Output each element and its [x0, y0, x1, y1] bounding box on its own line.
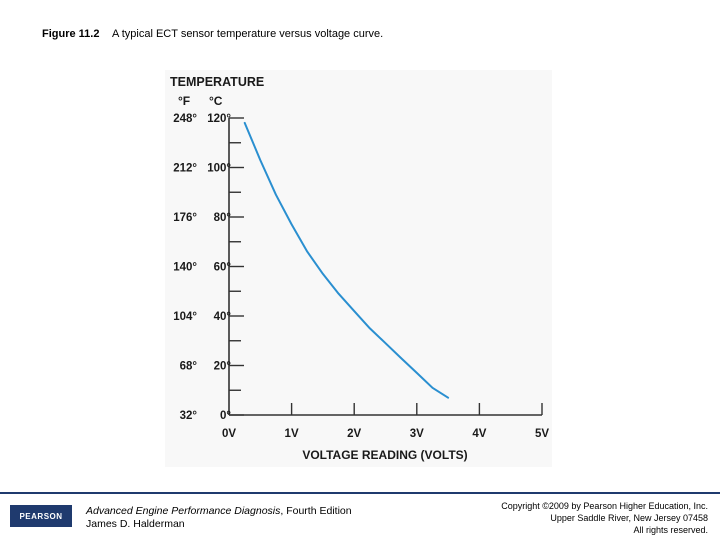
- y-tick-label-c: 80°: [214, 212, 232, 224]
- y-tick-label-f: 32°: [180, 410, 198, 422]
- copyright-line-1: Copyright ©2009 by Pearson Higher Educat…: [501, 501, 708, 511]
- y-tick-label-c: 0°: [220, 410, 231, 422]
- figure-number: Figure 11.2: [42, 28, 100, 40]
- chart-series: [243, 121, 450, 399]
- pearson-logo: PEARSON: [10, 505, 72, 527]
- chart-axes: 248° 120° 212° 100° 176° 80° 140° 60° 104° 40° 68°…: [173, 113, 549, 440]
- y-tick-label-c: 20°: [214, 361, 232, 373]
- x-tick-label: 3V: [410, 428, 424, 440]
- y-tick-label-c: 100°: [207, 163, 231, 175]
- y-tick-label-f: 68°: [180, 361, 198, 373]
- x-tick-label: 4V: [472, 428, 486, 440]
- y-tick-label-c: 40°: [214, 311, 232, 323]
- book-info: Advanced Engine Performance Diagnosis, F…: [86, 505, 352, 531]
- copyright-line-2: Upper Saddle River, New Jersey 07458: [550, 513, 708, 523]
- y-tick-label-f: 248°: [173, 113, 197, 125]
- figure-caption: Figure 11.2 A typical ECT sensor tempera…: [42, 28, 383, 40]
- y-tick-label-f: 176°: [173, 212, 197, 224]
- y-tick-label-f: 140°: [173, 262, 197, 274]
- y-tick-label-c: 60°: [214, 262, 232, 274]
- x-tick-label: 5V: [535, 428, 549, 440]
- book-title: Advanced Engine Performance Diagnosis: [86, 505, 281, 517]
- x-tick-label: 2V: [347, 428, 361, 440]
- y-unit-c: °C: [209, 94, 223, 108]
- book-edition: , Fourth Edition: [280, 505, 352, 517]
- book-author: James D. Halderman: [86, 518, 185, 530]
- y-unit-f: °F: [178, 94, 190, 108]
- y-tick-label-c: 120°: [207, 113, 231, 125]
- figure-caption-text: A typical ECT sensor temperature versus …: [111, 28, 384, 40]
- series-line: [243, 121, 450, 399]
- footer-rule: [0, 492, 720, 494]
- y-tick-label-f: 212°: [173, 163, 197, 175]
- copyright-notice: Copyright ©2009 by Pearson Higher Educat…: [501, 500, 708, 536]
- y-tick-label-f: 104°: [173, 311, 197, 323]
- x-tick-label: 1V: [285, 428, 299, 440]
- x-tick-label: 0V: [222, 428, 236, 440]
- chart-title: TEMPERATURE: [170, 75, 264, 89]
- copyright-line-3: All rights reserved.: [633, 525, 708, 535]
- x-axis-label: VOLTAGE READING (VOLTS): [302, 448, 467, 462]
